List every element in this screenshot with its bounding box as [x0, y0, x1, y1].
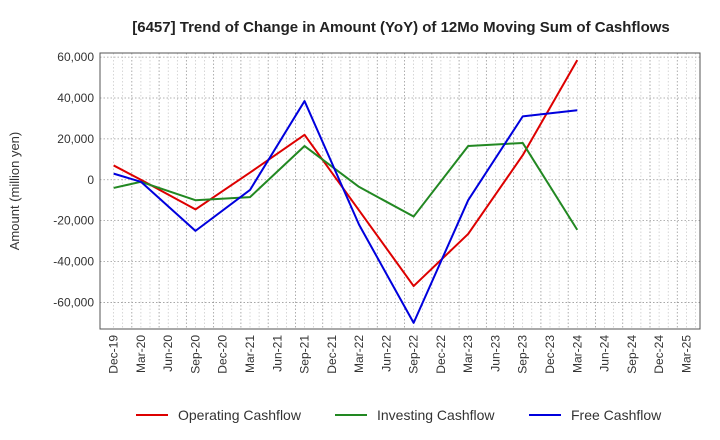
legend-label: Free Cashflow	[571, 407, 662, 423]
x-tick-label: Mar-20	[134, 335, 148, 373]
x-tick-label: Sep-24	[625, 335, 639, 374]
chart-title: [6457] Trend of Change in Amount (YoY) o…	[132, 19, 670, 36]
x-tick-label: Dec-19	[107, 335, 121, 374]
legend-label: Investing Cashflow	[377, 407, 495, 423]
x-tick-label: Jun-22	[379, 335, 393, 372]
x-axis-ticks: Dec-19 Mar-20 Jun-20 Sep-20 Dec-20 Mar-21 Jun-…	[107, 335, 694, 374]
y-tick-label: -60,000	[53, 295, 94, 309]
legend-label: Operating Cashflow	[178, 407, 302, 423]
y-tick-label: -20,000	[53, 214, 94, 228]
y-tick-label: 40,000	[57, 91, 94, 105]
y-tick-label: 20,000	[57, 132, 94, 146]
x-tick-label: Mar-22	[352, 335, 366, 373]
series-line-operating-cashflow	[113, 59, 579, 288]
plot-area	[100, 53, 700, 329]
series-lines	[113, 59, 579, 324]
x-tick-label: Sep-20	[188, 335, 202, 374]
y-axis-ticks: -60,000 -40,000 -20,000 0 20,000 40,000 60,000	[53, 50, 94, 309]
series-line-investing-cashflow	[113, 141, 579, 231]
x-tick-label: Sep-21	[298, 335, 312, 374]
x-tick-label: Mar-25	[679, 335, 693, 373]
x-tick-label: Mar-24	[570, 335, 584, 373]
x-tick-label: Sep-22	[407, 335, 421, 374]
x-tick-label: Mar-23	[461, 335, 475, 373]
y-tick-label: -40,000	[53, 255, 94, 269]
series-line-free-cashflow	[113, 100, 578, 324]
grid	[100, 53, 700, 329]
x-tick-label: Sep-23	[516, 335, 530, 374]
x-tick-label: Mar-21	[243, 335, 257, 373]
x-tick-label: Jun-21	[270, 335, 284, 372]
y-tick-label: 60,000	[57, 50, 94, 64]
legend: Operating Cashflow Investing Cashflow Free…	[136, 407, 662, 423]
x-tick-label: Dec-22	[434, 335, 448, 374]
y-axis-label: Amount (million yen)	[7, 132, 22, 251]
x-tick-label: Jun-23	[488, 335, 502, 372]
x-tick-label: Dec-20	[216, 335, 230, 374]
x-tick-label: Jun-24	[598, 335, 612, 372]
x-tick-label: Dec-21	[325, 335, 339, 374]
y-tick-label: 0	[87, 173, 94, 187]
x-tick-label: Jun-20	[161, 335, 175, 372]
plot-frame	[99, 52, 701, 330]
x-tick-label: Dec-24	[652, 335, 666, 374]
x-tick-label: Dec-23	[543, 335, 557, 374]
